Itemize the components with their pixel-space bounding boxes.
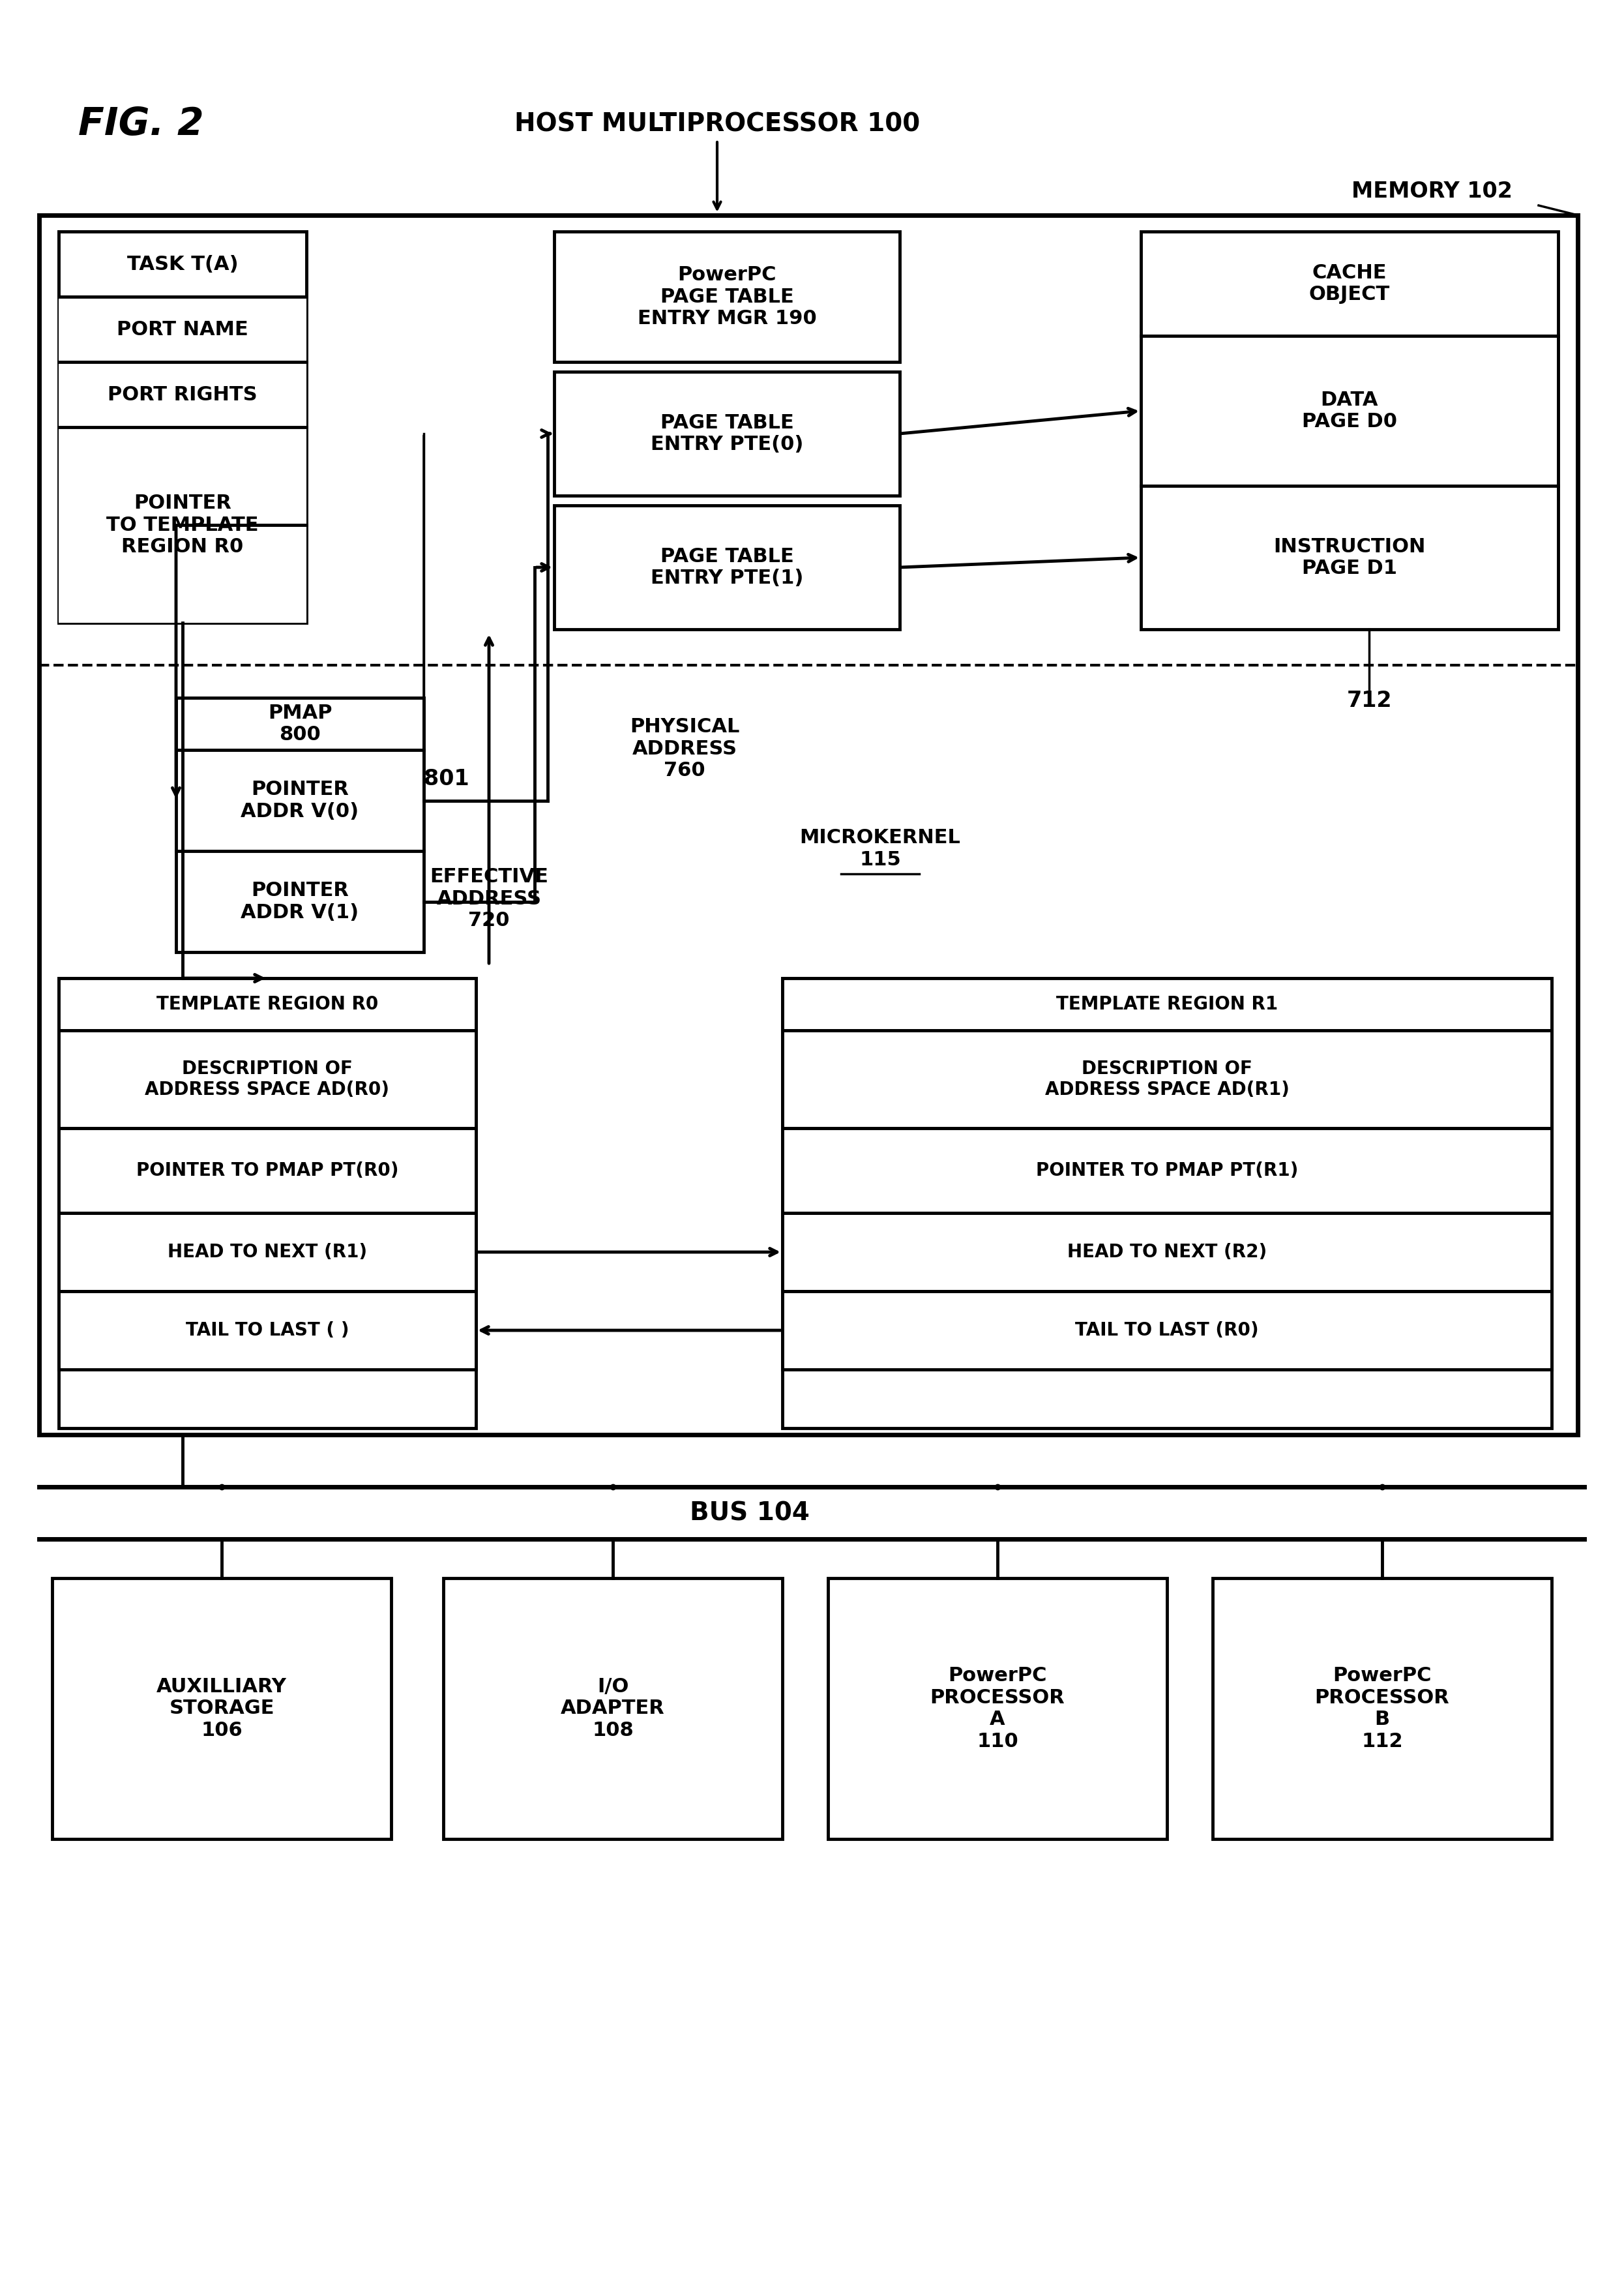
Text: I/O
ADAPTER
108: I/O ADAPTER 108 xyxy=(560,1676,664,1740)
Text: POINTER
ADDR V(0): POINTER ADDR V(0) xyxy=(240,780,359,821)
FancyBboxPatch shape xyxy=(58,979,476,1427)
Text: TAIL TO LAST (R0): TAIL TO LAST (R0) xyxy=(1075,1322,1259,1340)
FancyBboxPatch shape xyxy=(783,1292,1551,1370)
FancyBboxPatch shape xyxy=(783,979,1551,1427)
FancyBboxPatch shape xyxy=(58,361,307,428)
Text: POINTER TO PMAP PT(R0): POINTER TO PMAP PT(R0) xyxy=(136,1162,398,1180)
FancyBboxPatch shape xyxy=(58,979,476,1031)
FancyBboxPatch shape xyxy=(58,297,307,361)
FancyBboxPatch shape xyxy=(58,1292,476,1370)
FancyBboxPatch shape xyxy=(58,231,307,622)
Text: DATA
PAGE D0: DATA PAGE D0 xyxy=(1302,391,1397,432)
Text: MEMORY 102: MEMORY 102 xyxy=(1351,181,1512,201)
FancyBboxPatch shape xyxy=(443,1578,783,1839)
Text: MICROKERNEL
115: MICROKERNEL 115 xyxy=(799,828,961,869)
FancyBboxPatch shape xyxy=(1142,231,1557,336)
Text: PMAP
800: PMAP 800 xyxy=(268,704,331,743)
Text: DESCRIPTION OF
ADDRESS SPACE AD(R1): DESCRIPTION OF ADDRESS SPACE AD(R1) xyxy=(1044,1059,1289,1100)
Text: PowerPC
PROCESSOR
B
112: PowerPC PROCESSOR B 112 xyxy=(1315,1667,1450,1752)
Text: PHYSICAL
ADDRESS
760: PHYSICAL ADDRESS 760 xyxy=(630,718,739,780)
Text: INSTRUCTION
PAGE D1: INSTRUCTION PAGE D1 xyxy=(1273,537,1426,579)
Text: POINTER TO PMAP PT(R1): POINTER TO PMAP PT(R1) xyxy=(1036,1162,1298,1180)
Text: POINTER
TO TEMPLATE
REGION R0: POINTER TO TEMPLATE REGION R0 xyxy=(107,494,258,556)
Text: TEMPLATE REGION R0: TEMPLATE REGION R0 xyxy=(156,995,378,1013)
FancyBboxPatch shape xyxy=(175,851,424,951)
Text: TASK T(A): TASK T(A) xyxy=(127,254,239,274)
Text: PowerPC
PAGE TABLE
ENTRY MGR 190: PowerPC PAGE TABLE ENTRY MGR 190 xyxy=(637,265,817,327)
Text: PAGE TABLE
ENTRY PTE(0): PAGE TABLE ENTRY PTE(0) xyxy=(651,414,804,455)
Text: DESCRIPTION OF
ADDRESS SPACE AD(R0): DESCRIPTION OF ADDRESS SPACE AD(R0) xyxy=(145,1059,390,1100)
FancyBboxPatch shape xyxy=(58,231,307,297)
FancyBboxPatch shape xyxy=(783,1212,1551,1292)
FancyBboxPatch shape xyxy=(554,373,900,496)
Text: TEMPLATE REGION R1: TEMPLATE REGION R1 xyxy=(1056,995,1278,1013)
FancyBboxPatch shape xyxy=(58,1127,476,1212)
Text: 801: 801 xyxy=(424,768,469,789)
FancyBboxPatch shape xyxy=(58,428,307,622)
Text: POINTER
ADDR V(1): POINTER ADDR V(1) xyxy=(240,880,359,922)
FancyBboxPatch shape xyxy=(828,1578,1168,1839)
FancyBboxPatch shape xyxy=(1213,1578,1551,1839)
FancyBboxPatch shape xyxy=(175,698,424,750)
FancyBboxPatch shape xyxy=(783,1127,1551,1212)
Text: PAGE TABLE
ENTRY PTE(1): PAGE TABLE ENTRY PTE(1) xyxy=(651,547,804,588)
Text: AUXILLIARY
STORAGE
106: AUXILLIARY STORAGE 106 xyxy=(156,1676,287,1740)
FancyBboxPatch shape xyxy=(554,231,900,361)
FancyBboxPatch shape xyxy=(52,1578,391,1839)
FancyBboxPatch shape xyxy=(39,215,1577,1434)
Text: HOST MULTIPROCESSOR 100: HOST MULTIPROCESSOR 100 xyxy=(515,112,919,137)
FancyBboxPatch shape xyxy=(783,979,1551,1031)
Text: HEAD TO NEXT (R2): HEAD TO NEXT (R2) xyxy=(1067,1242,1267,1260)
FancyBboxPatch shape xyxy=(1142,336,1557,485)
Text: 712: 712 xyxy=(1346,691,1392,711)
Text: PORT NAME: PORT NAME xyxy=(117,320,248,338)
FancyBboxPatch shape xyxy=(783,1031,1551,1127)
Text: FIG. 2: FIG. 2 xyxy=(78,105,205,142)
Text: CACHE
OBJECT: CACHE OBJECT xyxy=(1309,263,1390,304)
Text: PowerPC
PROCESSOR
A
110: PowerPC PROCESSOR A 110 xyxy=(931,1667,1065,1752)
Text: PORT RIGHTS: PORT RIGHTS xyxy=(107,384,257,405)
Text: BUS 104: BUS 104 xyxy=(690,1500,810,1525)
Text: TAIL TO LAST ( ): TAIL TO LAST ( ) xyxy=(185,1322,349,1340)
FancyBboxPatch shape xyxy=(58,1212,476,1292)
FancyBboxPatch shape xyxy=(58,1031,476,1127)
Text: HEAD TO NEXT (R1): HEAD TO NEXT (R1) xyxy=(167,1242,367,1260)
FancyBboxPatch shape xyxy=(175,750,424,851)
FancyBboxPatch shape xyxy=(554,505,900,629)
Text: EFFECTIVE
ADDRESS
720: EFFECTIVE ADDRESS 720 xyxy=(430,867,549,931)
FancyBboxPatch shape xyxy=(1142,485,1557,629)
